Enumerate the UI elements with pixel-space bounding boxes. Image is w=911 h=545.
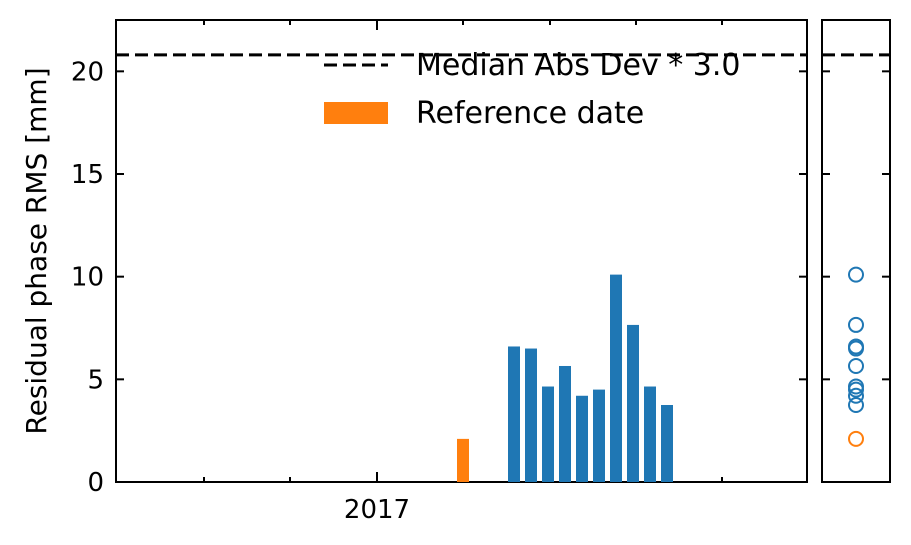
legend-label-threshold: Median Abs Dev * 3.0 <box>416 48 740 83</box>
side-point <box>848 387 864 404</box>
side-plot-frame <box>821 19 891 483</box>
y-tick-label: 10 <box>71 263 104 293</box>
bar <box>508 346 520 482</box>
legend-label-reference: Reference date <box>416 96 644 131</box>
y-axis-title: Residual phase RMS [mm] <box>20 67 53 434</box>
bar-series <box>457 274 673 482</box>
y-tick-label: 0 <box>87 468 104 498</box>
y-tick-label: 15 <box>71 160 104 190</box>
main-y-ticks: 0 5 10 15 20 <box>71 57 807 498</box>
bar <box>661 405 673 482</box>
side-point <box>848 381 864 398</box>
side-y-ticks <box>822 70 890 483</box>
bar <box>559 365 571 482</box>
bar <box>576 395 588 482</box>
bar <box>627 324 639 482</box>
legend-reference-swatch <box>324 102 388 124</box>
x-tick-label: 2017 <box>344 495 410 525</box>
reference-bar <box>457 438 469 482</box>
side-point <box>848 316 864 333</box>
main-plot-frame <box>115 19 808 483</box>
bar <box>593 389 605 482</box>
bar <box>644 386 656 482</box>
bar <box>542 386 554 482</box>
y-tick-label: 20 <box>71 57 104 87</box>
side-point <box>848 430 864 447</box>
bar <box>610 274 622 482</box>
side-scatter-points <box>848 266 864 447</box>
side-point <box>848 397 864 413</box>
side-point <box>848 266 864 283</box>
side-point <box>848 340 864 357</box>
x-ticks: 2017 <box>203 20 723 525</box>
legend: Median Abs Dev * 3.0 Reference date <box>324 48 740 131</box>
y-tick-label: 5 <box>87 365 104 395</box>
side-point <box>848 357 864 374</box>
bar <box>525 348 537 482</box>
